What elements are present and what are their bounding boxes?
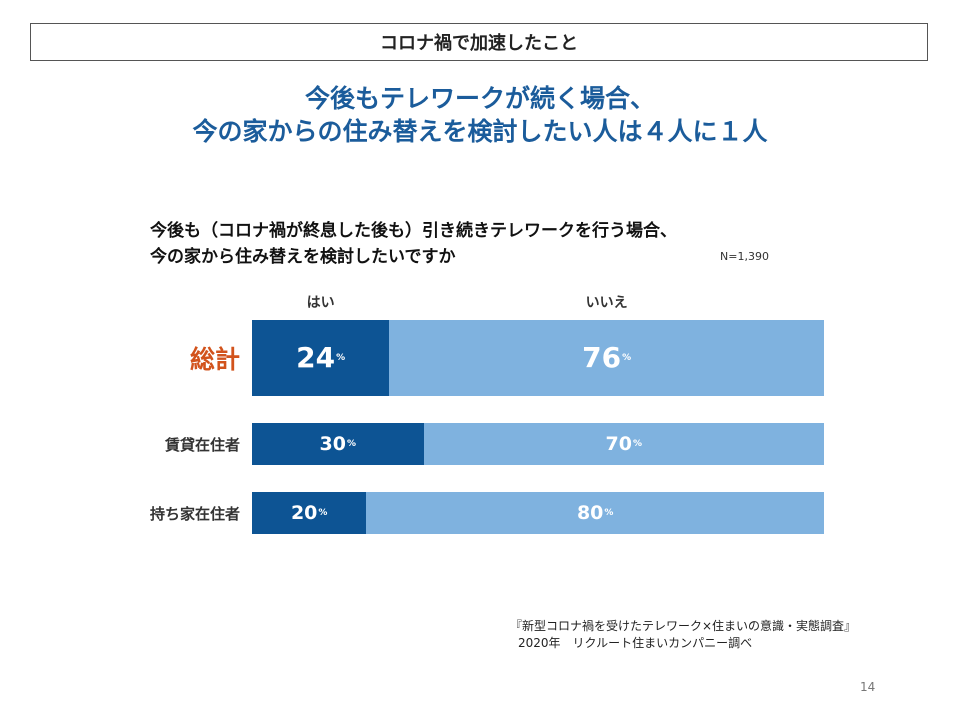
sample-size: N=1,390: [720, 250, 769, 263]
data-label: 70%: [605, 432, 643, 455]
category-label: 持ち家在住者: [149, 504, 240, 523]
bar-segment-yes: [252, 320, 390, 396]
headline-line-2: 今の家からの住み替えを検討したい人は４人に１人: [192, 117, 768, 146]
bar-segment-yes: [252, 492, 367, 534]
question-line-1: 今後も（コロナ禍が終息した後も）引き続きテレワークを行う場合、: [150, 221, 677, 241]
source-publisher: 2020年 リクルート住まいカンパニー調べ: [518, 636, 753, 650]
page-number: 14: [860, 680, 876, 694]
data-label: 20%: [290, 501, 328, 524]
category-label: 総計: [189, 345, 240, 374]
data-label: 30%: [319, 432, 357, 455]
legend-label-no: いいえ: [585, 295, 628, 311]
headline-line-1: 今後もテレワークが続く場合、: [304, 84, 655, 113]
data-label: 80%: [576, 501, 614, 524]
bar-segment-yes: [252, 423, 424, 465]
legend-label-yes: はい: [306, 295, 335, 311]
data-label: 24%: [296, 341, 346, 374]
slide-header: コロナ禍で加速したこと: [30, 23, 928, 61]
bar-segment-no: [389, 320, 824, 396]
category-label: 賃貸在住者: [164, 435, 240, 454]
question-line-2: 今の家から住み替えを検討したいですか: [150, 247, 456, 267]
bar-segment-no: [366, 492, 824, 534]
source-title: 『新型コロナ禍を受けたテレワーク×住まいの意識・実態調査』: [510, 619, 857, 633]
bar-segment-no: [423, 423, 824, 465]
source-citation: 『新型コロナ禍を受けたテレワーク×住まいの意識・実態調査』 2020年 リクルー…: [510, 618, 856, 652]
data-label: 76%: [582, 341, 632, 374]
